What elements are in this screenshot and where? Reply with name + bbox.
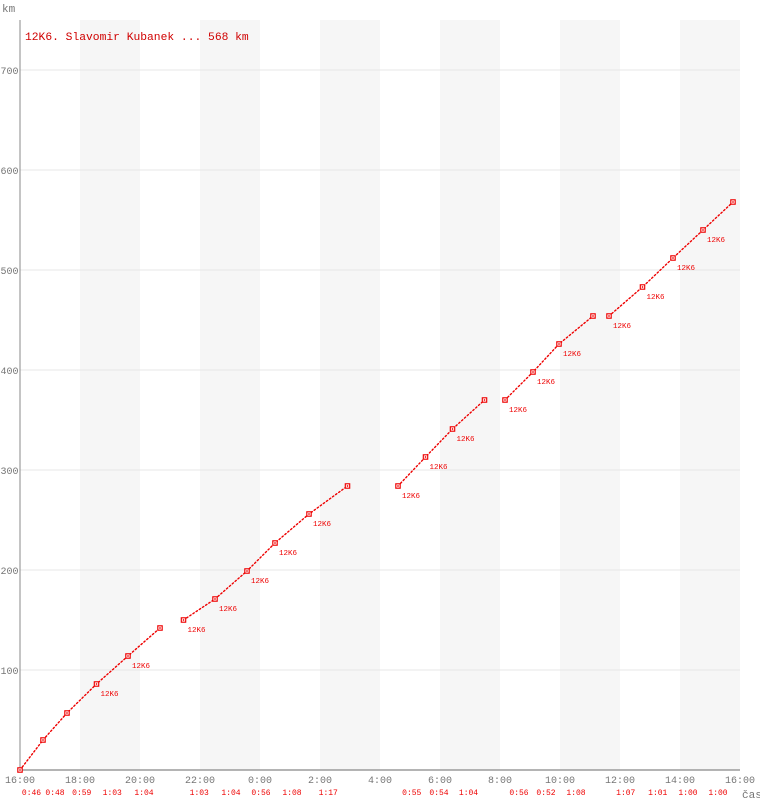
svg-text:12K6: 12K6 <box>402 493 421 501</box>
svg-text:12K6: 12K6 <box>279 550 298 558</box>
svg-text:12K6: 12K6 <box>219 606 238 614</box>
svg-text:600: 600 <box>0 167 18 178</box>
svg-text:1:17: 1:17 <box>319 789 338 798</box>
svg-text:1:08: 1:08 <box>282 789 301 798</box>
svg-text:1:04: 1:04 <box>134 789 153 798</box>
svg-text:22:00: 22:00 <box>185 776 215 787</box>
svg-text:0:55: 0:55 <box>402 789 421 798</box>
svg-text:0:48: 0:48 <box>45 789 64 798</box>
svg-text:1:00: 1:00 <box>708 789 727 798</box>
svg-text:12K6: 12K6 <box>509 407 528 415</box>
svg-text:300: 300 <box>0 467 18 478</box>
svg-text:čas: čas <box>742 790 760 800</box>
svg-text:8:00: 8:00 <box>488 776 512 787</box>
svg-text:12K6: 12K6 <box>563 351 582 359</box>
svg-text:6:00: 6:00 <box>428 776 452 787</box>
svg-text:0:00: 0:00 <box>248 776 272 787</box>
svg-text:0:59: 0:59 <box>72 789 91 798</box>
svg-text:12K6: 12K6 <box>707 237 726 245</box>
svg-text:100: 100 <box>0 667 18 678</box>
svg-text:0:46: 0:46 <box>22 789 41 798</box>
svg-text:400: 400 <box>0 367 18 378</box>
svg-text:1:03: 1:03 <box>103 789 122 798</box>
svg-text:16:00: 16:00 <box>5 776 35 787</box>
svg-text:0:56: 0:56 <box>251 789 270 798</box>
svg-text:12K6: 12K6 <box>457 436 476 444</box>
svg-text:16:00: 16:00 <box>725 776 755 787</box>
svg-text:1:03: 1:03 <box>190 789 209 798</box>
svg-text:0:52: 0:52 <box>536 789 555 798</box>
svg-text:4:00: 4:00 <box>368 776 392 787</box>
svg-text:12K6: 12K6 <box>677 265 696 273</box>
svg-text:12K6. Slavomir Kubanek ... 568: 12K6. Slavomir Kubanek ... 568 km <box>25 32 249 44</box>
svg-text:1:01: 1:01 <box>648 789 667 798</box>
svg-text:1:04: 1:04 <box>459 789 478 798</box>
svg-text:0:56: 0:56 <box>509 789 528 798</box>
svg-text:200: 200 <box>0 567 18 578</box>
svg-text:12K6: 12K6 <box>188 627 207 635</box>
svg-text:14:00: 14:00 <box>665 776 695 787</box>
svg-text:12K6: 12K6 <box>251 578 270 586</box>
svg-text:1:08: 1:08 <box>566 789 585 798</box>
svg-text:12K6: 12K6 <box>313 521 332 529</box>
svg-text:12K6: 12K6 <box>613 323 632 331</box>
svg-text:18:00: 18:00 <box>65 776 95 787</box>
svg-text:700: 700 <box>0 67 18 78</box>
svg-text:12:00: 12:00 <box>605 776 635 787</box>
svg-text:12K6: 12K6 <box>132 663 151 671</box>
svg-text:12K6: 12K6 <box>101 691 120 699</box>
svg-text:500: 500 <box>0 267 18 278</box>
svg-text:20:00: 20:00 <box>125 776 155 787</box>
svg-text:10:00: 10:00 <box>545 776 575 787</box>
svg-text:km: km <box>2 4 16 16</box>
svg-text:0:54: 0:54 <box>429 789 448 798</box>
svg-text:12K6: 12K6 <box>430 464 449 472</box>
svg-text:2:00: 2:00 <box>308 776 332 787</box>
svg-text:1:04: 1:04 <box>221 789 240 798</box>
svg-text:1:07: 1:07 <box>616 789 635 798</box>
svg-text:12K6: 12K6 <box>537 379 556 387</box>
svg-text:1:00: 1:00 <box>678 789 697 798</box>
svg-text:12K6: 12K6 <box>647 294 666 302</box>
